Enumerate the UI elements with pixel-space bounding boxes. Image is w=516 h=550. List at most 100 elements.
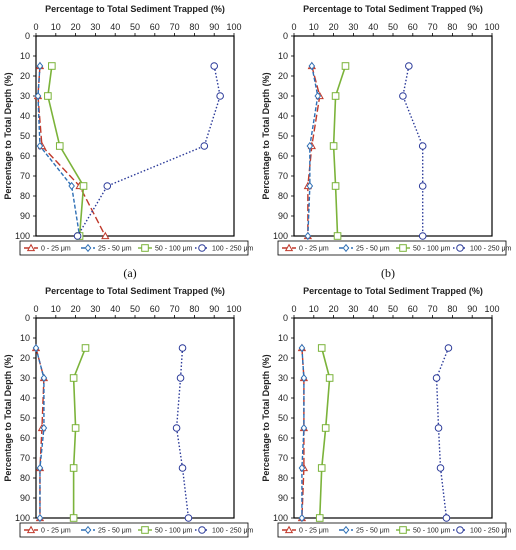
- y-tick-label: 60: [278, 151, 288, 161]
- x-tick-label: 90: [209, 22, 219, 32]
- data-point-marker: [436, 464, 445, 472]
- plot-area-frame: [35, 35, 235, 237]
- x-tick-label: 0: [291, 304, 296, 314]
- data-point-marker: [36, 513, 44, 523]
- data-point-marker: [36, 141, 44, 151]
- plot-area-frame: [35, 317, 235, 519]
- data-point-marker: [69, 514, 78, 522]
- data-point-marker: [432, 374, 441, 382]
- data-point-marker: [69, 374, 78, 382]
- y-tick-label: 0: [25, 31, 30, 41]
- data-point-marker: [300, 423, 308, 433]
- data-point-marker: [172, 424, 181, 432]
- legend-entry: 25 - 50 μm: [98, 246, 132, 253]
- legend-entry: 100 - 250 μm: [212, 528, 254, 535]
- series-line: [72, 347, 87, 518]
- x-tick-label: 80: [189, 304, 199, 314]
- x-tick-label: 0: [33, 22, 38, 32]
- x-tick-label: 30: [348, 304, 358, 314]
- data-point-marker: [40, 423, 48, 433]
- panel-caption: (d): [381, 548, 395, 550]
- data-point-marker: [73, 232, 82, 240]
- data-point-marker: [341, 62, 350, 70]
- legend: 0 - 25 μm 25 - 50 μm 50 - 100 μm 100 - 250 …: [277, 240, 512, 256]
- x-tick-label: 40: [368, 304, 378, 314]
- legend: 0 - 25 μm 25 - 50 μm 50 - 100 μm 100 - 250 …: [19, 522, 254, 538]
- data-point-marker: [333, 232, 342, 240]
- legend-swatch-marker: [84, 525, 92, 535]
- y-tick-label: 50: [20, 413, 30, 423]
- legend-box: [277, 240, 507, 256]
- y-tick-label: 90: [20, 493, 30, 503]
- chart-panel: Percentage to Total Sediment Trapped (%)…: [261, 286, 512, 550]
- x-tick-label: 30: [348, 22, 358, 32]
- data-point-marker: [81, 344, 90, 352]
- y-tick-label: 80: [278, 191, 288, 201]
- data-point-marker: [36, 463, 44, 473]
- data-point-marker: [32, 343, 40, 353]
- chart-panel: Percentage to Total Sediment Trapped (%)…: [3, 4, 254, 280]
- y-tick-label: 90: [278, 211, 288, 221]
- legend-swatch-marker: [198, 244, 206, 252]
- y-tick-label: 90: [278, 493, 288, 503]
- y-axis-title: Percentage to Total Depth (%): [261, 72, 271, 199]
- data-point-marker: [55, 142, 64, 150]
- x-tick-label: 10: [309, 22, 319, 32]
- data-point-marker: [200, 142, 209, 150]
- data-point-marker: [444, 344, 453, 352]
- data-point-marker: [306, 181, 314, 191]
- data-point-marker: [36, 61, 44, 71]
- series-line: [47, 65, 85, 237]
- y-tick-label: 0: [283, 31, 288, 41]
- x-tick-label: 100: [226, 22, 241, 32]
- legend-swatch-marker: [84, 243, 92, 253]
- y-tick-label: 80: [20, 473, 30, 483]
- legend-swatch-marker: [141, 526, 149, 534]
- x-tick-label: 30: [90, 304, 100, 314]
- legend-entry: 25 - 50 μm: [356, 528, 390, 535]
- x-tick-label: 60: [408, 304, 418, 314]
- legend-swatch-marker: [342, 243, 350, 253]
- series-line: [402, 65, 424, 236]
- legend-entry: 100 - 250 μm: [212, 246, 254, 253]
- x-axis-title: Percentage to Total Sediment Trapped (%): [45, 286, 225, 296]
- y-tick-label: 50: [20, 131, 30, 141]
- y-tick-label: 30: [278, 91, 288, 101]
- data-point-marker: [442, 514, 451, 522]
- data-point-marker: [298, 463, 306, 473]
- legend-swatch-marker: [26, 243, 36, 252]
- data-point-marker: [176, 374, 185, 382]
- data-point-marker: [331, 92, 340, 100]
- y-tick-label: 60: [20, 433, 30, 443]
- data-point-marker: [418, 182, 427, 190]
- y-tick-label: 60: [278, 433, 288, 443]
- x-tick-label: 100: [484, 304, 499, 314]
- x-tick-label: 70: [428, 22, 438, 32]
- x-tick-label: 40: [110, 304, 120, 314]
- panel-caption: (c): [123, 548, 136, 550]
- y-tick-label: 30: [278, 373, 288, 383]
- series-line: [332, 65, 347, 237]
- legend-box: [277, 522, 507, 538]
- data-point-marker: [298, 343, 306, 353]
- x-tick-label: 50: [130, 304, 140, 314]
- x-tick-label: 70: [428, 304, 438, 314]
- y-tick-label: 0: [25, 313, 30, 323]
- x-tick-label: 90: [209, 304, 219, 314]
- x-tick-label: 80: [189, 22, 199, 32]
- legend-swatch-marker: [141, 244, 149, 252]
- x-tick-label: 10: [309, 304, 319, 314]
- x-tick-label: 60: [150, 304, 160, 314]
- y-tick-label: 100: [273, 513, 288, 523]
- data-point-marker: [34, 91, 42, 101]
- series-line: [175, 347, 190, 519]
- x-tick-label: 80: [447, 304, 457, 314]
- data-point-marker: [321, 424, 330, 432]
- legend-swatch-marker: [399, 244, 407, 252]
- data-point-marker: [298, 513, 306, 523]
- legend-entry: 25 - 50 μm: [356, 246, 390, 253]
- x-tick-label: 10: [51, 22, 61, 32]
- legend-entry: 50 - 100 μm: [155, 528, 193, 535]
- x-tick-label: 60: [150, 22, 160, 32]
- data-point-marker: [314, 91, 322, 101]
